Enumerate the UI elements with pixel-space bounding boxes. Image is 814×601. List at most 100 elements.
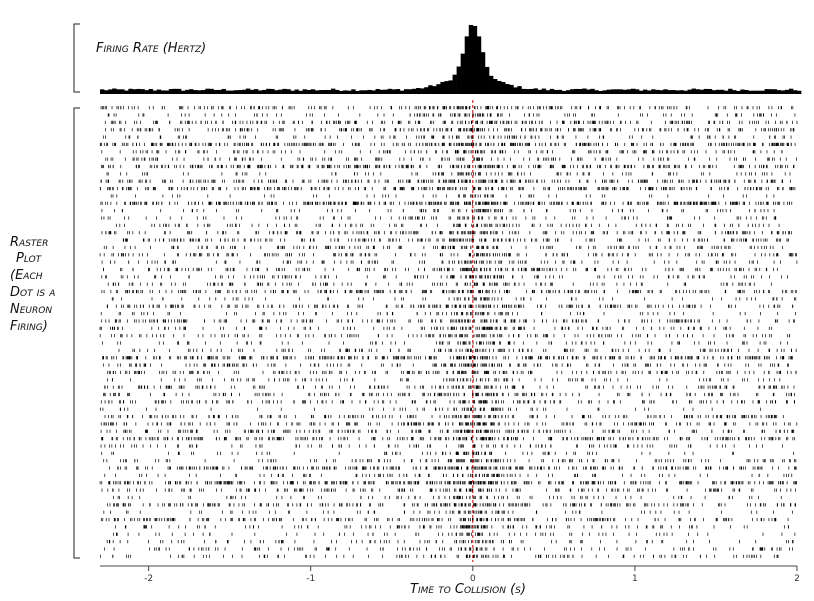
histogram-bar — [347, 90, 352, 94]
histogram-bar — [797, 90, 802, 94]
histogram-bar — [221, 88, 226, 94]
histogram-bar — [185, 89, 190, 94]
histogram-bar — [683, 90, 688, 94]
histogram-bar — [193, 90, 198, 94]
histogram-bar — [209, 88, 214, 94]
histogram-bar — [383, 89, 389, 94]
histogram-bar — [306, 90, 312, 94]
histogram-bar — [606, 89, 611, 94]
histogram-bar — [574, 88, 579, 94]
histogram-bar — [695, 89, 701, 94]
histogram-bar — [618, 89, 624, 94]
histogram-bar — [249, 89, 255, 94]
raster-trial-row — [105, 157, 797, 161]
histogram-bar — [513, 87, 518, 94]
histogram-bar — [610, 89, 615, 94]
histogram-bar — [732, 90, 737, 94]
histogram-bar — [484, 66, 490, 94]
raster-label: Raster Plot (Each Dot is a Neuron Firing… — [10, 235, 55, 334]
histogram-bar — [614, 89, 619, 94]
histogram-bar — [724, 90, 729, 94]
raster-trial-row — [104, 120, 798, 124]
raster-trial-row — [103, 267, 778, 272]
raster-trial-row — [107, 113, 796, 117]
histogram-bar — [100, 89, 105, 94]
histogram-bar — [537, 89, 543, 94]
histogram-bar — [622, 89, 628, 94]
histogram-bar — [412, 88, 417, 94]
histogram-bar — [112, 88, 117, 94]
raster-trial-row — [122, 238, 789, 242]
histogram-bar — [521, 88, 526, 94]
histogram-bar — [784, 89, 790, 94]
histogram-bar — [452, 74, 457, 94]
raster-trial-row — [99, 253, 797, 257]
histogram-bar — [776, 90, 782, 94]
histogram-bar — [493, 79, 498, 94]
raster-trial-row — [100, 201, 793, 205]
histogram-bar — [233, 90, 239, 94]
histogram-bar — [290, 90, 295, 94]
histogram-bar — [278, 89, 283, 94]
histogram-bracket — [73, 23, 80, 93]
histogram-bar — [691, 88, 696, 94]
histogram-bar — [359, 90, 364, 94]
histogram-bar — [432, 86, 437, 94]
histogram-bar — [444, 81, 449, 94]
histogram-bar — [172, 88, 178, 94]
histogram-bar — [780, 90, 786, 94]
histogram-bar — [197, 90, 202, 94]
histogram-bar — [549, 88, 555, 94]
histogram-bar — [561, 90, 567, 94]
histogram-bar — [140, 89, 145, 94]
raster-trial-row — [102, 135, 792, 139]
histogram-bar — [124, 90, 129, 94]
histogram-bar — [792, 90, 798, 94]
raster-label-line: Firing) — [10, 319, 48, 334]
histogram-bar — [594, 90, 599, 94]
histogram-bar — [553, 89, 559, 94]
histogram-bar — [545, 90, 551, 94]
histogram-bar — [744, 90, 749, 94]
histogram-bar — [229, 90, 235, 94]
raster-trial-row — [106, 172, 791, 176]
histogram-bar — [703, 88, 709, 94]
histogram-bar — [557, 89, 563, 94]
histogram-bar — [566, 90, 571, 94]
raster-trial-row — [99, 186, 796, 191]
histogram-bar — [391, 89, 397, 94]
histogram-bar — [740, 89, 745, 94]
raster-trial-row — [101, 209, 775, 213]
histogram-bar — [286, 89, 291, 94]
histogram-bar — [294, 89, 299, 94]
histogram-bar — [768, 89, 773, 94]
histogram-bar — [201, 90, 206, 94]
histogram-bar — [339, 90, 344, 94]
histogram-bar — [318, 90, 324, 94]
histogram-bar — [456, 66, 461, 94]
histogram-bar — [428, 85, 433, 94]
histogram-bar — [310, 89, 316, 94]
histogram-bar — [578, 89, 583, 94]
histogram-bar — [375, 88, 380, 94]
histogram-bar — [748, 90, 753, 94]
histogram-bar — [464, 36, 470, 94]
histogram-bar — [395, 89, 401, 94]
histogram-bar — [116, 89, 121, 94]
raster-label-line: Dot is a — [10, 285, 55, 300]
histogram-bar — [643, 89, 648, 94]
raster-trial-row — [110, 194, 775, 198]
histogram-bar — [128, 88, 133, 94]
histogram-bar — [120, 89, 125, 94]
raster-label-line: Raster — [10, 235, 48, 250]
histogram-bar — [699, 89, 705, 94]
histogram-bar — [760, 90, 765, 94]
histogram-bar — [634, 89, 640, 94]
histogram-bars — [100, 24, 802, 95]
raster-label-line: Plot — [16, 251, 43, 266]
histogram-bar — [529, 88, 534, 94]
histogram-bar — [164, 90, 170, 94]
histogram-bar — [225, 90, 230, 94]
histogram-bar — [728, 88, 733, 94]
histogram-bar — [181, 90, 186, 94]
